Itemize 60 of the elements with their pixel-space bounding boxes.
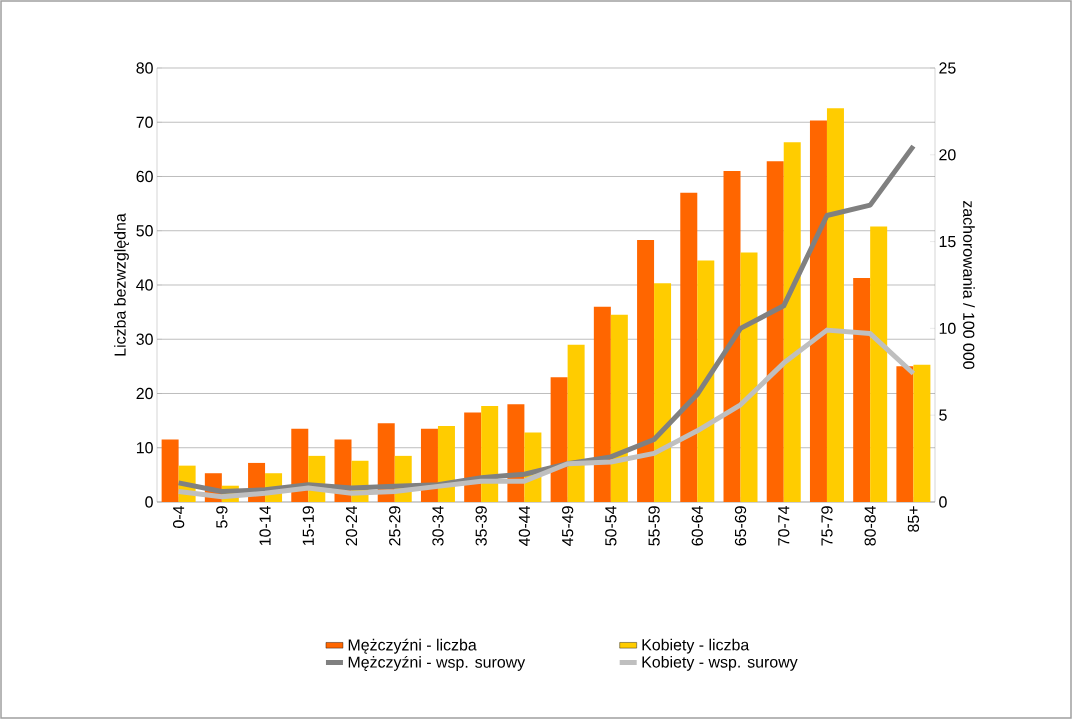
bar	[783, 142, 801, 502]
y-tick-label: 20	[136, 387, 153, 400]
y-tick-label: 80	[136, 62, 153, 74]
x-tick-label: 15-19	[302, 506, 314, 546]
x-tick-label: 70-74	[778, 505, 790, 546]
bar	[740, 252, 758, 502]
x-tick-label: 85+	[907, 506, 920, 532]
x-tick-label: 35-39	[475, 506, 487, 546]
y-axis-title: Liczba bezwzględna	[114, 213, 129, 356]
y-tick-label: 60	[136, 170, 153, 183]
x-tick-label: 45-49	[561, 506, 574, 546]
y2-tick-label: 10	[939, 322, 956, 335]
bar	[853, 277, 871, 502]
y2-tick-label: 25	[939, 62, 956, 74]
y2-axis-title: zachorowania / 100 000	[963, 200, 975, 369]
x-tick-label: 80-84	[864, 505, 876, 546]
bar	[610, 314, 628, 502]
bar	[567, 344, 585, 502]
bar	[697, 260, 715, 502]
bar	[464, 412, 482, 502]
bar	[723, 171, 741, 502]
bar	[507, 404, 525, 502]
x-tick-label: 25-29	[389, 506, 401, 546]
y-tick-label: 0	[145, 496, 153, 508]
bar	[680, 192, 698, 502]
y-tick-label: 10	[136, 442, 153, 454]
y2-tick-label: 5	[939, 409, 947, 421]
x-tick-label: 30-34	[432, 505, 444, 546]
bar	[913, 364, 931, 502]
bar	[809, 120, 827, 502]
x-tick-label: 65-69	[734, 506, 747, 546]
legend-label: Mężczyźni - liczba	[348, 638, 477, 654]
y-tick-label: 40	[136, 279, 153, 291]
legend-label: Mężczyźni - wsp. surowy	[348, 655, 526, 671]
x-tick-label: 55-59	[648, 506, 660, 546]
bar	[593, 306, 611, 502]
legend-label: Kobiety - liczba	[642, 638, 750, 654]
y-tick-label: 50	[136, 225, 153, 237]
x-tick-label: 50-54	[605, 505, 617, 546]
x-tick-label: 75-79	[821, 506, 833, 546]
x-tick-label: 20-24	[345, 505, 358, 546]
x-tick-label: 40-44	[518, 505, 531, 546]
y2-tick-label: 0	[939, 496, 947, 508]
x-tick-label: 60-64	[691, 505, 703, 546]
bar	[161, 439, 179, 502]
legend-label: Kobiety - wsp. surowy	[642, 655, 798, 671]
bar	[870, 226, 888, 502]
x-tick-label: 0-4	[172, 505, 185, 528]
bar	[637, 239, 655, 502]
x-tick-label: 10-14	[259, 505, 271, 546]
bar	[550, 377, 568, 502]
bar	[896, 366, 914, 502]
y2-tick-label: 15	[939, 236, 956, 248]
bar	[654, 283, 672, 502]
x-tick-label: 5-9	[216, 506, 228, 528]
bar	[766, 161, 784, 502]
y-tick-label: 30	[136, 333, 153, 345]
y2-tick-label: 20	[939, 149, 956, 161]
bar	[826, 108, 844, 502]
y-tick-label: 70	[136, 116, 153, 128]
